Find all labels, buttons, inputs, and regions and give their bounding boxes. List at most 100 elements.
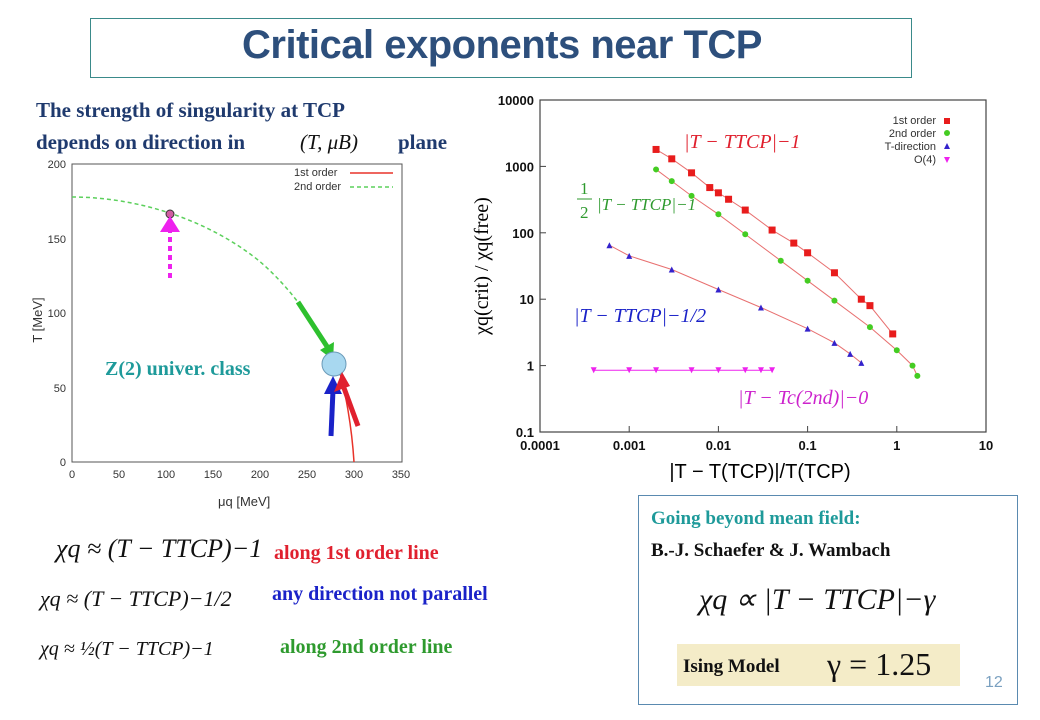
- loglog-x-tick-label: 0.1: [799, 438, 817, 453]
- data-point-series-0: [725, 195, 733, 203]
- gamma-value: γ = 1.25: [827, 646, 932, 682]
- green-arrow: [295, 300, 331, 350]
- equation-3: χq ≈ ½(T − TTCP)−1: [40, 638, 214, 660]
- phase-ylabel: T [MeV]: [30, 297, 45, 342]
- equation-2: χq ≈ (T − TTCP)−1/2: [40, 586, 232, 611]
- data-point-series-2: [668, 266, 675, 273]
- svg-text:150: 150: [48, 234, 66, 246]
- loglog-y-ticks: 0.1 1 10 100 1000 10000: [498, 93, 546, 440]
- beyond-heading: Going beyond mean field:: [651, 508, 861, 529]
- series-line-1: [655, 169, 918, 377]
- equation-1-note: along 1st order line: [274, 542, 439, 564]
- page-number: 12: [985, 674, 1003, 691]
- svg-text:100: 100: [48, 308, 66, 320]
- loglog-y-tick-label: 100: [512, 226, 534, 241]
- loglog-x-ticks: 0.0001 0.001 0.01 0.1 1 10: [520, 426, 993, 453]
- data-point-series-1: [804, 277, 811, 284]
- tcp-circle: [321, 351, 347, 377]
- phase-legend-1st: 1st order: [294, 167, 338, 179]
- svg-text:350: 350: [392, 469, 410, 481]
- data-point-series-3: [769, 367, 776, 374]
- data-point-series-1: [742, 231, 749, 238]
- data-point-series-3: [688, 367, 695, 374]
- svg-text:100: 100: [157, 469, 175, 481]
- phase-y-ticks: 0 50 100 150 200: [48, 159, 66, 469]
- ann-second-num: 1: [580, 179, 589, 198]
- data-point-series-0: [830, 269, 838, 277]
- beyond-authors: B.-J. Schaefer & J. Wambach: [651, 540, 891, 561]
- data-point-series-2: [606, 242, 613, 249]
- data-point-series-2: [757, 304, 764, 311]
- loglog-y-tick-label: 10: [520, 292, 534, 307]
- phase-diagram-svg: 1st order 2nd order 0 50 100 150 200 250…: [28, 150, 414, 522]
- data-point-series-0: [866, 302, 874, 310]
- data-point-series-2: [831, 339, 838, 346]
- svg-text:200: 200: [48, 159, 66, 171]
- slide-title: Critical exponents near TCP: [242, 23, 762, 67]
- data-point-series-3: [653, 367, 660, 374]
- data-point-series-1: [831, 297, 838, 304]
- ising-model-box: Ising Model γ = 1.25: [677, 644, 960, 686]
- loglog-y-tick-label: 0.1: [516, 425, 534, 440]
- data-point-series-1: [668, 178, 675, 185]
- svg-text:0: 0: [60, 457, 66, 469]
- ann-first-order: |T − TTCP|−1: [684, 131, 801, 153]
- svg-text:200: 200: [251, 469, 269, 481]
- data-point-series-3: [742, 367, 749, 374]
- data-point-series-3: [590, 367, 597, 374]
- equation-1: χq ≈ (T − TTCP)−1: [56, 534, 263, 563]
- svg-text:300: 300: [345, 469, 363, 481]
- data-point-series-0: [768, 226, 776, 234]
- loglog-y-tick-label: 1: [527, 359, 534, 374]
- loglog-axes: [539, 99, 987, 433]
- data-point-series-2: [858, 359, 865, 366]
- data-point-series-0: [857, 295, 865, 303]
- loglog-xlabel: |T − T(TCP)|/T(TCP): [669, 461, 850, 483]
- data-point-series-0: [706, 184, 714, 192]
- svg-text:1st order: 1st order: [893, 115, 937, 127]
- loglog-y-tick-label: 10000: [498, 93, 534, 108]
- title-box: Critical exponents near TCP: [90, 18, 912, 78]
- phase-legend-2nd: 2nd order: [294, 181, 341, 193]
- data-point-series-0: [889, 330, 897, 338]
- equation-3-note: along 2nd order line: [280, 636, 453, 658]
- svg-text:150: 150: [204, 469, 222, 481]
- beyond-formula: χq ∝ |T − TTCP|−γ: [699, 583, 936, 616]
- intro-line2-math: (T, μB): [300, 130, 358, 154]
- data-point-series-3: [715, 367, 722, 374]
- ann-second-order: |T − TTCP|−1: [597, 195, 696, 214]
- loglog-x-tick-label: 0.01: [706, 438, 731, 453]
- ising-label: Ising Model: [683, 656, 780, 677]
- loglog-y-tick-label: 1000: [505, 159, 534, 174]
- loglog-x-tick-label: 1: [893, 438, 900, 453]
- red-arrow: [341, 387, 361, 427]
- svg-text:0: 0: [69, 469, 75, 481]
- data-point-series-1: [653, 166, 660, 173]
- data-point-series-1: [777, 257, 784, 264]
- data-point-series-1: [866, 324, 873, 331]
- loglog-x-tick-label: 10: [979, 438, 993, 453]
- z2-class-label: Z(2) univer. class: [105, 358, 251, 380]
- loglog-x-tick-label: 0.0001: [520, 438, 560, 453]
- phase-x-ticks: 0 50 100 150 200 250 300 350: [69, 469, 410, 481]
- data-point-series-1: [715, 211, 722, 218]
- data-point-series-1: [688, 192, 695, 199]
- data-point-series-1: [914, 372, 921, 379]
- data-point-series-0: [741, 206, 749, 214]
- loglog-x-tick-label: 0.001: [613, 438, 646, 453]
- data-point-series-0: [790, 239, 798, 247]
- data-point-series-0: [714, 189, 722, 197]
- data-point-series-1: [909, 362, 916, 369]
- loglog-legend: 1st order 2nd order T-direction O(4): [885, 115, 950, 166]
- data-point-series-0: [804, 249, 812, 257]
- intro-line2-prefix: depends on direction in: [36, 130, 246, 154]
- svg-text:2nd order: 2nd order: [889, 128, 936, 140]
- intro-line1: The strength of singularity at TCP: [36, 98, 345, 122]
- loglog-ylabel: χq(crit) / χq(free): [471, 197, 493, 336]
- data-point-series-2: [804, 325, 811, 332]
- data-point-series-0: [688, 169, 696, 177]
- data-point-series-0: [652, 145, 660, 153]
- phase-diagram: 1st order 2nd order 0 50 100 150 200 250…: [28, 150, 414, 522]
- intro-line2-suffix: plane: [398, 130, 448, 154]
- data-point-series-1: [893, 347, 900, 354]
